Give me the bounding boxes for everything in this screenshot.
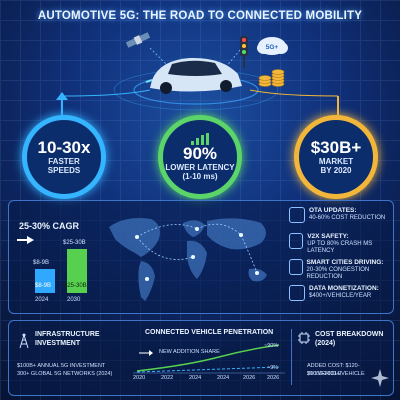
- feature-ota-title: OTA UPDATES:: [309, 207, 357, 214]
- cagr-chart: $8-9B $8-9B $25-30B $25-30B: [29, 240, 89, 293]
- cost-line-1: ADDED COST: $120-200/VEHICLE: [307, 363, 360, 377]
- stat-latency-line1: LOWER LATENCY: [165, 163, 235, 172]
- satellite-icon: [125, 32, 151, 48]
- feature-ota-desc: 40-60% COST REDUCTION: [309, 215, 386, 221]
- cagr-bar-2024-inner-label: $8-9B: [35, 282, 52, 289]
- feature-smart-city-title: SMART CITIES DRIVING:: [306, 259, 384, 266]
- cell-tower-icon: [19, 333, 29, 349]
- cagr-bar-2030-top-label: $25-30B: [63, 240, 86, 246]
- cagr-bar-2024-top-label: $8-9B: [33, 260, 50, 266]
- cagr-arrow-icon: [17, 236, 34, 244]
- penetration-year-5: 2026: [267, 375, 280, 381]
- data-monetization-icon: [289, 285, 305, 301]
- bottom-panel: INFRASTRUCTURE INVESTMENT $100B+ ANNUAL …: [8, 320, 394, 396]
- hero-illustration: 5G+: [113, 32, 288, 111]
- signal-bars-icon: [191, 133, 209, 145]
- stat-market-line1: MARKET: [318, 157, 354, 166]
- feature-v2x: V2X SAFETY: UP TO 80% CRASH MS LATENCY: [289, 233, 389, 255]
- connected-car-icon: [145, 57, 242, 94]
- cagr-year-2024: 2024: [35, 297, 49, 303]
- cloud-5g-icon: [257, 37, 288, 55]
- feature-smart-city-desc: 20-30% CONGESTION REDUCTION: [306, 267, 370, 280]
- feature-smart-city: SMART CITIES DRIVING: 20-30% CONGESTION …: [289, 259, 389, 281]
- stat-speed-line1: FASTER: [48, 157, 80, 166]
- feature-data-monetization-desc: $400+/VEHICLE/YEAR: [309, 293, 372, 299]
- stat-speed-value: 10-30x: [37, 138, 91, 157]
- cost-line-2: $1000-2000+/VEHICLE: [307, 371, 365, 377]
- cost-title-2: (2024): [315, 340, 336, 347]
- infra-line-1: $100B+ ANNUAL 5G INVESTMENT: [17, 363, 106, 369]
- cagr-year-2030: 2030: [67, 297, 81, 303]
- cagr-label: 25-30% CAGR: [19, 221, 80, 231]
- penetration-end-label-2: ~9%: [267, 365, 279, 371]
- stat-latency-line2: (1-10 ms): [182, 172, 218, 181]
- middle-panel: 25-30% CAGR $8-9B $8-9B $25-30B $25-30B …: [8, 200, 394, 314]
- stat-speed: 10-30x FASTER SPEEDS: [22, 115, 106, 199]
- cagr-bar-2024: $8-9B $8-9B: [33, 260, 55, 293]
- feature-v2x-title: V2X SAFETY:: [307, 233, 349, 240]
- cost-title-1: COST BREAKDOWN: [315, 331, 384, 338]
- cost-divider: [291, 329, 292, 385]
- infra-title-1: INFRASTRUCTURE: [35, 331, 100, 338]
- sparkle-icon: [371, 369, 389, 387]
- penetration-end-label: ~90%: [264, 343, 279, 349]
- coins-icon: [258, 69, 285, 87]
- cloud-5g-label: 5G+: [266, 44, 279, 51]
- penetration-year-1: 2022: [161, 375, 174, 381]
- feature-data-monetization: DATA MONETIZATION: $400+/VEHICLE/YEAR: [289, 285, 389, 301]
- penetration-year-3: 2024: [217, 375, 230, 381]
- infra-title-2: INVESTMENT: [35, 340, 81, 347]
- penetration-legend: NEW ADDITION SHARE: [159, 349, 220, 355]
- stat-connectors: [56, 89, 339, 116]
- penetration-year-2: 2024: [189, 375, 202, 381]
- penetration-year-4: 2026: [243, 375, 256, 381]
- stat-market: $30B+ MARKET BY 2020: [294, 115, 378, 199]
- chip-icon: [298, 332, 310, 344]
- feature-ota: OTA UPDATES: 40-60% COST REDUCTION: [289, 207, 389, 223]
- stat-market-value: $30B+: [310, 138, 362, 157]
- ota-update-icon: [289, 207, 305, 223]
- world-map: [109, 218, 267, 301]
- penetration-title: CONNECTED VEHICLE PENETRATION: [145, 329, 274, 336]
- smart-city-icon: [289, 259, 303, 275]
- penetration-year-0: 2020: [133, 375, 146, 381]
- stat-latency-value: 90%: [182, 144, 218, 163]
- feature-data-monetization-title: DATA MONETIZATION:: [309, 285, 379, 292]
- stat-speed-line2: SPEEDS: [47, 166, 81, 175]
- cagr-bar-2030: $25-30B $25-30B: [63, 240, 87, 293]
- stat-market-line2: BY 2020: [320, 166, 352, 175]
- penetration-chart: [133, 344, 285, 374]
- page-title: AUTOMOTIVE 5G: THE ROAD TO CONNECTED MOB…: [37, 10, 363, 22]
- stat-latency: 90% LOWER LATENCY (1-10 ms): [158, 115, 242, 199]
- traffic-light-icon: [240, 36, 248, 68]
- cagr-bar-2030-inner-label: $25-30B: [64, 282, 87, 289]
- infra-line-2: 300+ GLOBAL 5G NETWORKS (2024): [17, 371, 113, 377]
- feature-v2x-desc: UP TO 80% CRASH MS LATENCY: [307, 241, 373, 254]
- v2x-safety-icon: [289, 233, 304, 249]
